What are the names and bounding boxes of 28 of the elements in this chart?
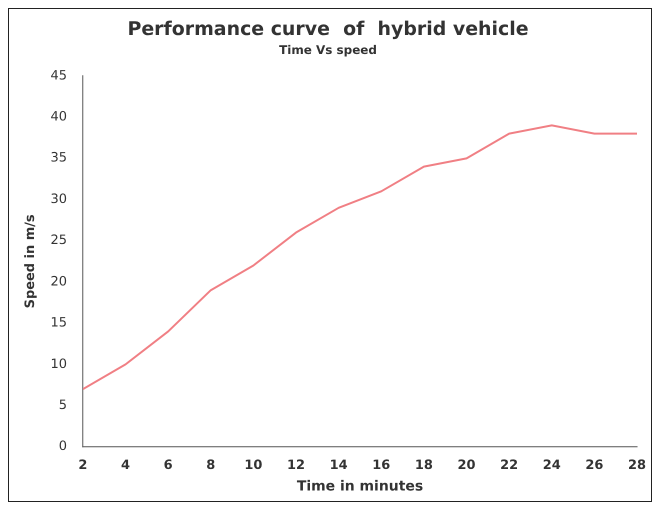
y-tick-label: 25 xyxy=(50,233,67,248)
x-tick-label: 20 xyxy=(458,458,476,473)
x-tick-label: 4 xyxy=(121,458,130,473)
x-tick-label: 6 xyxy=(164,458,173,473)
y-tick-label: 35 xyxy=(50,150,67,166)
x-tick-label: 26 xyxy=(585,458,604,473)
x-tick-label: 16 xyxy=(372,458,390,473)
x-tick-label: 22 xyxy=(500,458,518,473)
x-tick-label: 14 xyxy=(330,458,348,473)
x-tick-label: 2 xyxy=(78,458,88,473)
x-tick-label: 10 xyxy=(244,458,262,473)
y-tick-label: 45 xyxy=(50,68,67,84)
y-axis-title: Speed in m/s xyxy=(23,214,38,308)
y-tick-label: 40 xyxy=(50,110,67,124)
chart-subtitle: Time Vs speed xyxy=(279,42,377,57)
y-tick-label: 5 xyxy=(58,398,67,413)
x-tick-label: 28 xyxy=(628,458,646,473)
y-tick-label: 20 xyxy=(50,274,67,290)
x-tick-label: 12 xyxy=(287,458,306,473)
x-tick-label: 8 xyxy=(206,458,216,473)
chart-title: Performance curve of hybrid vehicle xyxy=(127,18,529,40)
x-axis-title: Time in minutes xyxy=(296,478,424,494)
y-tick-label: 15 xyxy=(50,316,67,331)
y-tick-label: 30 xyxy=(50,192,67,207)
y-tick-label: 0 xyxy=(58,439,67,454)
x-tick-label: 18 xyxy=(414,458,433,473)
x-tick-label: 24 xyxy=(542,458,561,473)
y-tick-label: 10 xyxy=(50,356,67,372)
